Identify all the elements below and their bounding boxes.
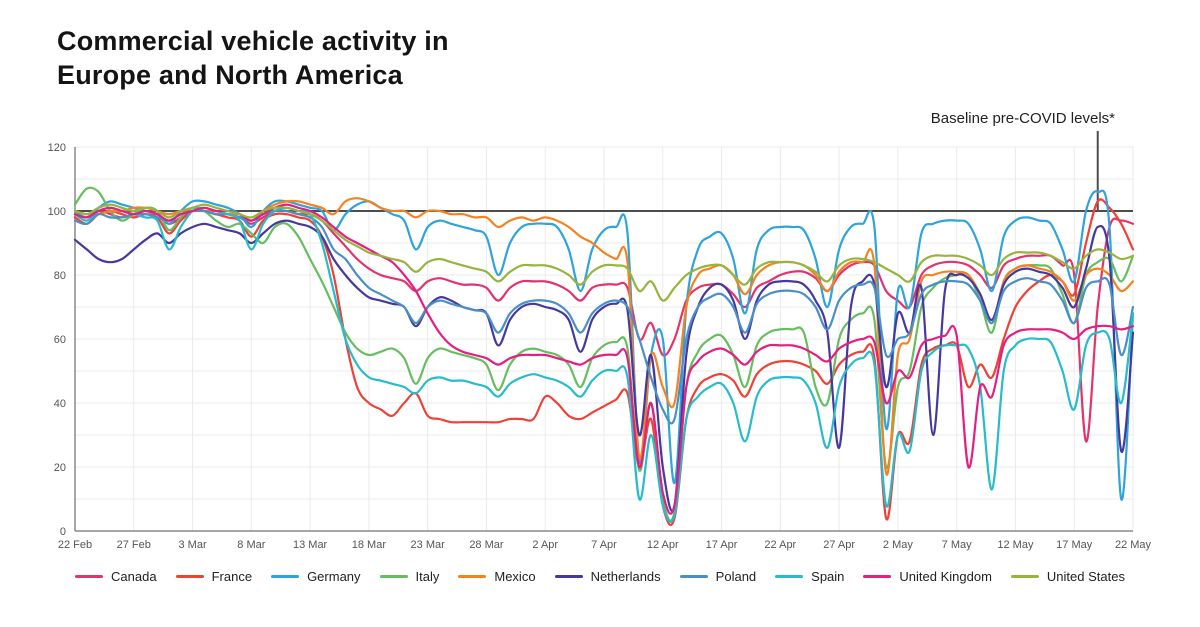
- y-axis-tick-label: 120: [48, 142, 66, 154]
- x-axis-tick-label: 2 Apr: [532, 539, 558, 551]
- legend-label-spain: Spain: [811, 569, 845, 584]
- series-line-netherlands: [73, 219, 1135, 513]
- legend-item-poland: Poland: [679, 569, 757, 584]
- legend-item-italy: Italy: [379, 569, 440, 584]
- legend-swatch-germany: [271, 575, 300, 578]
- x-axis-tick-label: 7 Apr: [591, 539, 617, 551]
- legend-item-france: France: [175, 569, 253, 584]
- legend-item-germany: Germany: [271, 569, 361, 584]
- x-axis-tick-label: 7 May: [942, 539, 972, 551]
- legend-item-mexico: Mexico: [458, 569, 536, 584]
- x-axis-tick-label: 18 Mar: [352, 539, 387, 551]
- x-axis-tick-label: 22 Apr: [764, 539, 796, 551]
- legend-swatch-poland: [679, 575, 708, 578]
- y-axis-tick-label: 0: [60, 526, 66, 538]
- x-axis-tick-label: 3 Mar: [178, 539, 206, 551]
- legend-swatch-canada: [75, 575, 104, 578]
- x-axis-tick-label: 27 Apr: [823, 539, 855, 551]
- legend-item-united-kingdom: United Kingdom: [863, 569, 992, 584]
- legend-swatch-spain: [775, 575, 804, 578]
- y-axis-tick-label: 80: [54, 270, 66, 282]
- legend-label-germany: Germany: [307, 569, 361, 584]
- legend-label-mexico: Mexico: [494, 569, 536, 584]
- chart-title: Commercial vehicle activity in Europe and…: [57, 24, 449, 92]
- x-axis-tick-label: 13 Mar: [293, 539, 328, 551]
- y-axis-tick-label: 20: [54, 462, 66, 474]
- x-axis-tick-label: 2 May: [883, 539, 913, 551]
- series-line-italy: [73, 186, 1135, 522]
- legend-swatch-united-kingdom: [863, 575, 892, 578]
- series-line-united-kingdom: [73, 203, 1135, 515]
- x-axis-tick-label: 22 May: [1115, 539, 1152, 551]
- legend-item-united-states: United States: [1010, 569, 1125, 584]
- x-axis-tick-label: 27 Feb: [117, 539, 151, 551]
- x-axis-tick-label: 17 May: [1056, 539, 1093, 551]
- legend-label-united-states: United States: [1046, 569, 1125, 584]
- legend-label-united-kingdom: United Kingdom: [899, 569, 992, 584]
- chart-legend: Canada France Germany Italy Mexico Netherland…: [0, 569, 1200, 584]
- y-axis-tick-label: 100: [48, 206, 66, 218]
- chart-title-line-1: Commercial vehicle activity in: [57, 26, 449, 56]
- x-axis-tick-label: 8 Mar: [237, 539, 265, 551]
- series-line-canada: [73, 209, 1135, 443]
- legend-item-canada: Canada: [75, 569, 157, 584]
- legend-item-netherlands: Netherlands: [554, 569, 661, 584]
- legend-swatch-italy: [379, 575, 408, 578]
- series-line-spain: [73, 206, 1135, 523]
- x-axis-tick-label: 17 Apr: [706, 539, 738, 551]
- legend-label-canada: Canada: [111, 569, 157, 584]
- x-axis-tick-label: 12 Apr: [647, 539, 679, 551]
- y-axis-tick-label: 40: [54, 398, 66, 410]
- x-axis-tick-label: 28 Mar: [469, 539, 504, 551]
- y-axis-tick-label: 60: [54, 334, 66, 346]
- legend-label-poland: Poland: [715, 569, 757, 584]
- x-axis-tick-label: 12 May: [997, 539, 1034, 551]
- x-axis-tick-label: 22 Feb: [58, 539, 92, 551]
- legend-item-spain: Spain: [775, 569, 844, 584]
- legend-swatch-netherlands: [554, 575, 583, 578]
- series-line-united-states: [73, 203, 1135, 302]
- legend-label-italy: Italy: [415, 569, 440, 584]
- x-axis-tick-label: 23 Mar: [411, 539, 446, 551]
- legend-swatch-france: [175, 575, 204, 578]
- baseline-annotation-label: Baseline pre-COVID levels*: [930, 110, 1115, 127]
- legend-swatch-mexico: [458, 575, 487, 578]
- legend-label-france: France: [211, 569, 253, 584]
- legend-swatch-united-states: [1010, 575, 1039, 578]
- legend-label-netherlands: Netherlands: [590, 569, 661, 584]
- chart-title-line-2: Europe and North America: [57, 60, 403, 90]
